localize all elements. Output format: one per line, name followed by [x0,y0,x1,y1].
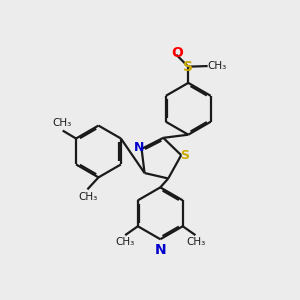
Text: CH₃: CH₃ [78,191,97,202]
Text: N: N [154,243,166,257]
Text: S: S [183,60,193,74]
Text: CH₃: CH₃ [115,238,134,248]
Text: CH₃: CH₃ [186,238,205,248]
Text: O: O [171,46,183,59]
Text: N: N [134,141,144,154]
Text: S: S [180,149,189,162]
Text: CH₃: CH₃ [207,61,226,71]
Text: CH₃: CH₃ [53,118,72,128]
